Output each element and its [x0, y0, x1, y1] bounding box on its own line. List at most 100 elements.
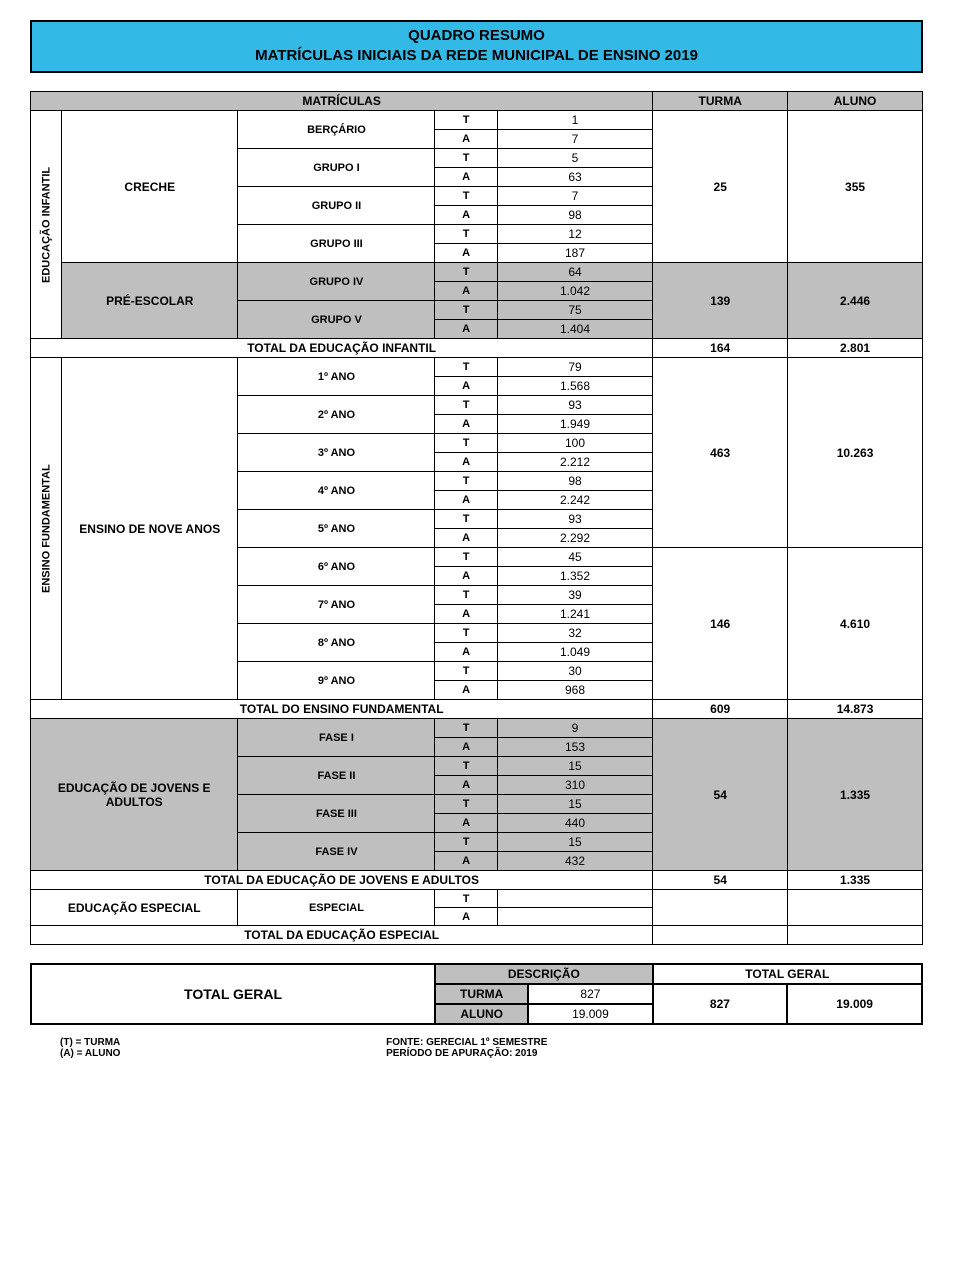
cell-val: 45	[497, 548, 653, 567]
label-eja: EDUCAÇÃO DE JOVENS E ADULTOS	[31, 719, 238, 871]
cell-a: A	[435, 491, 497, 510]
cell-val: 1.241	[497, 605, 653, 624]
cell-a: A	[435, 852, 497, 871]
cell-val: 432	[497, 852, 653, 871]
cell-val: 93	[497, 396, 653, 415]
cell-t: T	[435, 795, 497, 814]
cell-a: A	[435, 529, 497, 548]
especial-aluno	[788, 890, 923, 926]
cell-t: T	[435, 358, 497, 377]
total-fund-turma: 609	[653, 700, 788, 719]
fund1-aluno: 10.263	[788, 358, 923, 548]
cell-a: A	[435, 776, 497, 795]
footer-right-turma: 827	[653, 984, 788, 1024]
cell-a: A	[435, 206, 497, 225]
title-line2: MATRÍCULAS INICIAIS DA REDE MUNICIPAL DE…	[32, 46, 921, 66]
cell-t: T	[435, 263, 497, 282]
row-3ano: 3º ANO	[238, 434, 435, 472]
cell-a: A	[435, 130, 497, 149]
cell-t: T	[435, 624, 497, 643]
footer-descricao: DESCRIÇÃO	[435, 964, 653, 984]
legend-periodo: PERÍODO DE APURAÇÃO: 2019	[386, 1048, 547, 1059]
total-esp-turma	[653, 926, 788, 945]
cell-a: A	[435, 282, 497, 301]
cell-t: T	[435, 833, 497, 852]
row-grupo5: GRUPO V	[238, 301, 435, 339]
cell-val: 1.404	[497, 320, 653, 339]
cell-val: 310	[497, 776, 653, 795]
eja-turma: 54	[653, 719, 788, 871]
cell-t: T	[435, 662, 497, 681]
cell-a: A	[435, 814, 497, 833]
row-grupo2: GRUPO II	[238, 187, 435, 225]
row-grupo1: GRUPO I	[238, 149, 435, 187]
vheader-infantil: EDUCAÇÃO INFANTIL	[31, 111, 62, 339]
cell-val	[497, 890, 653, 908]
total-eja-aluno: 1.335	[788, 871, 923, 890]
total-infantil-turma: 164	[653, 339, 788, 358]
cell-t: T	[435, 510, 497, 529]
legend-row: (T) = TURMA (A) = ALUNO FONTE: GERECIAL …	[30, 1037, 923, 1059]
row-bercario: BERÇÁRIO	[238, 111, 435, 149]
cell-t: T	[435, 301, 497, 320]
label-pre: PRÉ-ESCOLAR	[62, 263, 238, 339]
cell-val: 968	[497, 681, 653, 700]
cell-val: 100	[497, 434, 653, 453]
row-8ano: 8º ANO	[238, 624, 435, 662]
row-1ano: 1º ANO	[238, 358, 435, 396]
hdr-matriculas: MATRÍCULAS	[31, 92, 653, 111]
cell-t: T	[435, 111, 497, 130]
label-nove-anos: ENSINO DE NOVE ANOS	[62, 358, 238, 700]
label-especial: EDUCAÇÃO ESPECIAL	[31, 890, 238, 926]
cell-a: A	[435, 908, 497, 926]
cell-val: 1.949	[497, 415, 653, 434]
cell-val: 7	[497, 187, 653, 206]
pre-turma: 139	[653, 263, 788, 339]
legend-t: (T) = TURMA	[60, 1037, 120, 1048]
total-infantil-aluno: 2.801	[788, 339, 923, 358]
fund2-aluno: 4.610	[788, 548, 923, 700]
total-esp-aluno	[788, 926, 923, 945]
cell-val: 15	[497, 833, 653, 852]
footer-turma-label: TURMA	[435, 984, 528, 1004]
title-line1: QUADRO RESUMO	[32, 26, 921, 46]
fund2-turma: 146	[653, 548, 788, 700]
cell-a: A	[435, 681, 497, 700]
footer-table: TOTAL GERAL DESCRIÇÃO TOTAL GERAL TURMA …	[30, 963, 923, 1025]
footer-right-label: TOTAL GERAL	[653, 964, 922, 984]
cell-t: T	[435, 719, 497, 738]
row-2ano: 2º ANO	[238, 396, 435, 434]
vheader-fundamental: ENSINO FUNDAMENTAL	[31, 358, 62, 700]
row-grupo4: GRUPO IV	[238, 263, 435, 301]
total-fund-aluno: 14.873	[788, 700, 923, 719]
cell-val: 64	[497, 263, 653, 282]
footer-total-label: TOTAL GERAL	[31, 964, 435, 1024]
cell-a: A	[435, 453, 497, 472]
cell-val: 2.212	[497, 453, 653, 472]
cell-t: T	[435, 472, 497, 491]
eja-aluno: 1.335	[788, 719, 923, 871]
label-creche: CRECHE	[62, 111, 238, 263]
cell-val: 9	[497, 719, 653, 738]
total-infantil-label: TOTAL DA EDUCAÇÃO INFANTIL	[31, 339, 653, 358]
main-table: MATRÍCULAS TURMA ALUNO EDUCAÇÃO INFANTIL…	[30, 91, 923, 945]
cell-val: 187	[497, 244, 653, 263]
cell-a: A	[435, 168, 497, 187]
row-6ano: 6º ANO	[238, 548, 435, 586]
total-eja-turma: 54	[653, 871, 788, 890]
footer-aluno-val: 19.009	[528, 1004, 652, 1024]
footer-turma-val: 827	[528, 984, 652, 1004]
cell-a: A	[435, 415, 497, 434]
row-fase4: FASE IV	[238, 833, 435, 871]
cell-val: 79	[497, 358, 653, 377]
hdr-turma: TURMA	[653, 92, 788, 111]
cell-val: 1.042	[497, 282, 653, 301]
cell-val: 63	[497, 168, 653, 187]
fund1-turma: 463	[653, 358, 788, 548]
cell-val: 153	[497, 738, 653, 757]
cell-a: A	[435, 738, 497, 757]
cell-val: 2.242	[497, 491, 653, 510]
especial-turma	[653, 890, 788, 926]
title-bar: QUADRO RESUMO MATRÍCULAS INICIAIS DA RED…	[30, 20, 923, 73]
row-grupo3: GRUPO III	[238, 225, 435, 263]
